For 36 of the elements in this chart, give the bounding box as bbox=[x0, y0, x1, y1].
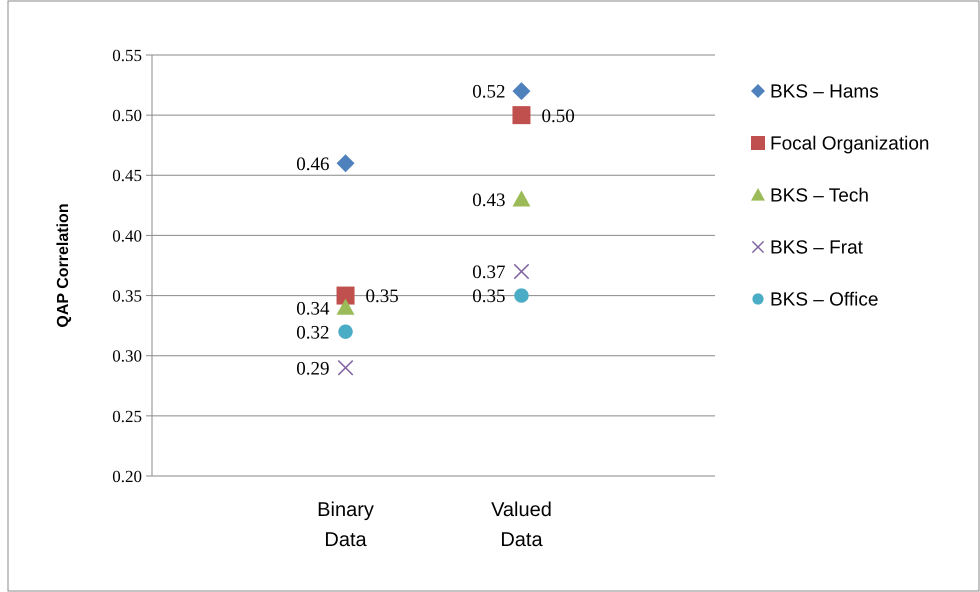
point bbox=[512, 82, 530, 100]
legend-label: Focal Organization bbox=[770, 134, 930, 155]
point bbox=[514, 288, 529, 303]
legend-label: BKS – Tech bbox=[770, 186, 869, 207]
point bbox=[336, 154, 355, 172]
data-label: 0.32 bbox=[296, 322, 330, 344]
data-label: 0.34 bbox=[296, 298, 330, 320]
x-tick-label: Binary Data bbox=[317, 499, 374, 551]
text: 0.30 bbox=[112, 346, 142, 366]
text: 0.50 bbox=[112, 106, 142, 126]
point bbox=[512, 106, 530, 124]
data-label: 0.52 bbox=[472, 82, 506, 103]
data-label: 0.43 bbox=[472, 190, 506, 211]
data-label: 0.50 bbox=[541, 106, 575, 127]
point bbox=[514, 264, 530, 280]
point bbox=[338, 360, 354, 376]
text: 0.20 bbox=[112, 466, 142, 486]
legend-label: BKS – Frat bbox=[770, 238, 864, 259]
point bbox=[338, 324, 353, 339]
data-label: 0.35 bbox=[472, 286, 506, 308]
data-label: 0.37 bbox=[472, 262, 506, 284]
text: 0.45 bbox=[112, 166, 142, 186]
text: 0.25 bbox=[112, 406, 142, 426]
data-label: 0.46 bbox=[296, 154, 330, 175]
text: 0.40 bbox=[112, 226, 142, 246]
legend-label: BKS – Office bbox=[770, 290, 878, 311]
legend-label: BKS – Hams bbox=[770, 82, 879, 103]
x-tick-label: Valued Data bbox=[491, 499, 552, 551]
point bbox=[336, 298, 355, 315]
text: 0.55 bbox=[112, 46, 142, 65]
y-axis-title: QAP Correlation bbox=[55, 203, 72, 328]
point bbox=[512, 190, 530, 207]
text: 0.35 bbox=[112, 286, 142, 306]
data-label: 0.35 bbox=[366, 286, 399, 308]
point bbox=[336, 286, 355, 305]
data-label: 0.29 bbox=[296, 358, 330, 380]
